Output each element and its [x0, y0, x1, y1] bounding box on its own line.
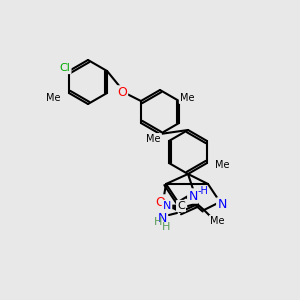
Text: N: N: [163, 201, 171, 211]
Text: Me: Me: [146, 134, 161, 144]
Text: Me: Me: [215, 160, 230, 170]
Text: Me: Me: [46, 93, 61, 103]
Text: N: N: [217, 199, 227, 212]
Text: Cl: Cl: [59, 63, 70, 73]
Text: Me: Me: [180, 93, 194, 103]
Text: -H: -H: [198, 186, 209, 196]
Text: H: H: [162, 222, 170, 232]
Text: O: O: [155, 196, 165, 208]
Text: C: C: [177, 201, 185, 211]
Text: Me: Me: [210, 216, 224, 226]
Text: H: H: [154, 217, 162, 227]
Text: N: N: [157, 212, 167, 226]
Text: O: O: [117, 86, 127, 100]
Text: N: N: [188, 190, 198, 202]
